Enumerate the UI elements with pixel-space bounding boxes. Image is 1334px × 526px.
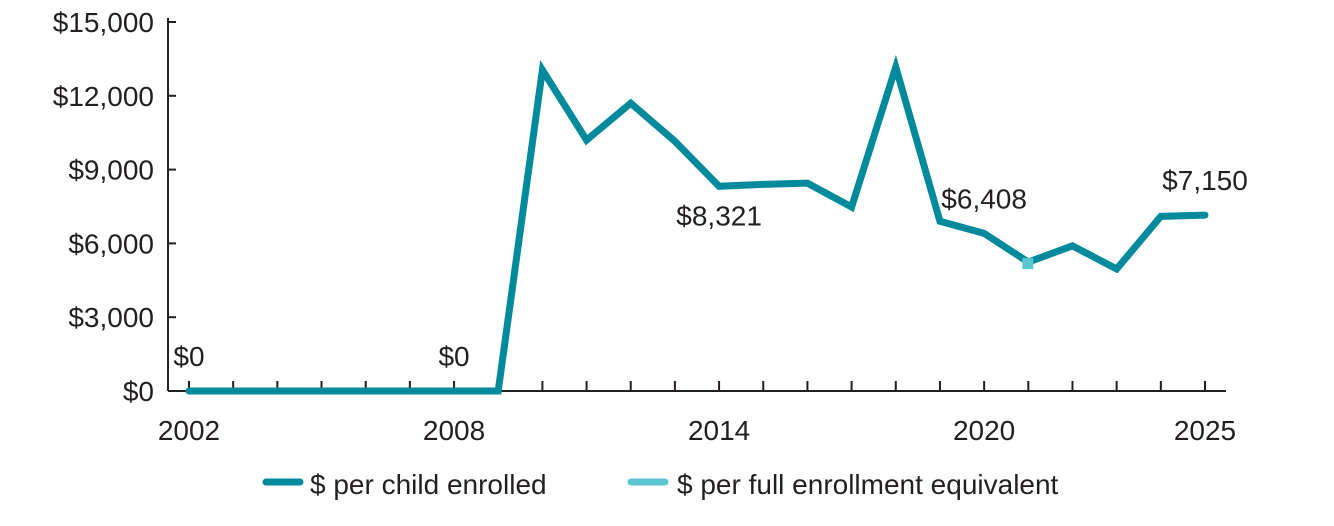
data-label: $0 [173,341,204,372]
y-tick-label: $15,000 [53,7,154,38]
y-tick-label: $0 [123,376,154,407]
data-labels: $0 $0 $8,321 $6,408 $7,150 [173,165,1247,372]
data-label: $8,321 [676,200,762,231]
x-tick-label: 2025 [1174,415,1236,446]
y-tick-label: $9,000 [68,155,154,186]
y-tick-label: $12,000 [53,81,154,112]
x-tick-label: 2020 [953,415,1015,446]
legend-label-per-full-enrollment-equivalent: $ per full enrollment equivalent [677,469,1059,500]
legend: $ per child enrolled $ per full enrollmen… [266,469,1059,500]
legend-label-per-child-enrolled: $ per child enrolled [310,469,547,500]
x-tick-label: 2008 [423,415,485,446]
x-tick-label: 2002 [158,415,220,446]
data-point-per-full-enrollment-equivalent [1022,258,1033,269]
y-tick-label: $3,000 [68,302,154,333]
y-tick-label: $6,000 [68,228,154,259]
data-label: $7,150 [1162,165,1248,196]
data-label: $6,408 [941,183,1027,214]
y-axis: $0 $3,000 $6,000 $9,000 $12,000 $15,000 [53,7,176,407]
x-tick-label: 2014 [688,415,750,446]
data-label: $0 [438,341,469,372]
